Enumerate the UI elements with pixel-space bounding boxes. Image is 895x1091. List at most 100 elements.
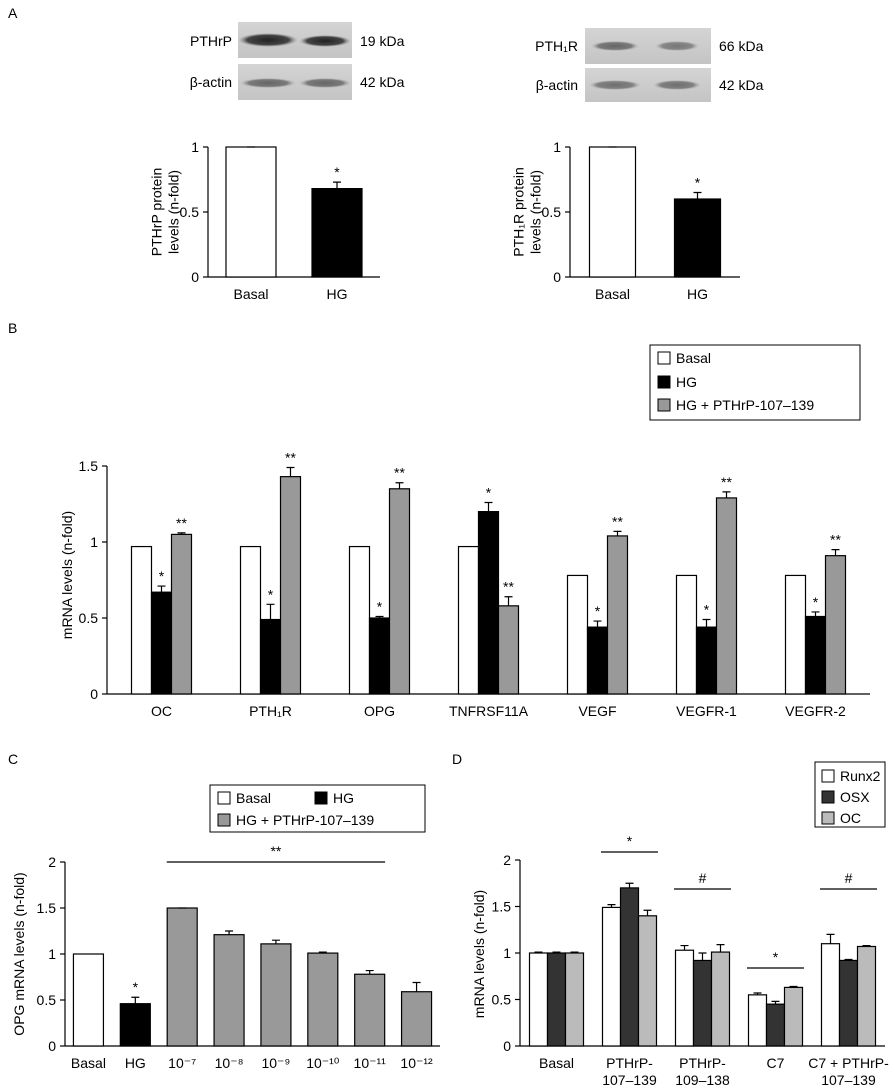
y-tick-label: 0.5 <box>37 992 57 1008</box>
significance-label: ** <box>830 532 841 548</box>
x-tick-label: VEGF <box>578 703 616 719</box>
bar <box>279 476 302 695</box>
bar <box>150 591 173 695</box>
legend-swatch <box>657 398 671 412</box>
bar <box>606 535 629 695</box>
bar <box>566 574 589 695</box>
error-bar <box>716 944 725 953</box>
bar <box>675 574 698 695</box>
error-bar <box>698 952 707 961</box>
legend-swatch <box>314 791 328 805</box>
y-tick-label: 1.5 <box>492 899 512 915</box>
legend-label: HG <box>676 374 697 390</box>
legend-swatch <box>821 811 835 825</box>
x-tick-label: HG <box>687 286 708 302</box>
y-axis-label: PTHrP proteinlevels (n-fold) <box>149 168 182 256</box>
y-tick-label: 0 <box>48 1038 56 1054</box>
x-tick-label: Basal <box>233 286 268 302</box>
bar <box>259 618 282 695</box>
panel-label: C <box>8 751 18 767</box>
y-axis-label: OPG mRNA levels (n-fold) <box>11 872 27 1035</box>
bar <box>477 511 500 695</box>
bar <box>388 488 411 695</box>
legend-swatch <box>657 375 671 389</box>
error-bar <box>722 491 731 498</box>
y-tick-label: 1.5 <box>37 900 57 916</box>
legend-label: HG + PTHrP-107–139 <box>676 397 814 413</box>
bar <box>820 943 841 1047</box>
y-tick-label: 0.5 <box>542 204 562 220</box>
x-tick-label: 10⁻⁷ <box>168 1055 196 1071</box>
bar <box>586 626 609 695</box>
error-bar <box>613 530 622 536</box>
x-tick-label: OPG <box>364 703 395 719</box>
bar <box>673 198 722 278</box>
error-bar <box>607 904 616 908</box>
bar <box>72 953 105 1047</box>
significance-label: * <box>159 568 165 584</box>
bar <box>692 959 713 1047</box>
bar <box>765 1003 786 1047</box>
bar <box>637 915 658 1047</box>
legend-swatch <box>657 351 671 365</box>
blot-size: 42 kDa <box>719 77 764 93</box>
significance-label: * <box>695 175 701 191</box>
bar <box>619 887 640 1047</box>
bar <box>695 626 718 695</box>
panel-label: D <box>452 751 462 767</box>
y-tick-label: 1 <box>503 945 511 961</box>
x-tick-label: C7 <box>767 1055 785 1071</box>
significance-label: * <box>704 602 710 618</box>
significance-label: * <box>813 594 819 610</box>
bar <box>260 943 292 1047</box>
significance-label: ** <box>721 474 732 490</box>
bar <box>368 617 391 695</box>
bar <box>856 945 877 1047</box>
y-tick-label: 1 <box>48 946 56 962</box>
bar <box>715 497 738 695</box>
error-bar <box>771 1000 780 1005</box>
y-tick-label: 1.5 <box>79 458 99 474</box>
y-tick-label: 0 <box>553 269 561 285</box>
significance-label: * <box>334 164 340 180</box>
bracket-label: # <box>845 870 853 886</box>
error-bar <box>826 933 835 944</box>
error-bar <box>593 620 602 628</box>
x-tick-label: OC <box>151 703 172 719</box>
y-tick-label: 2 <box>48 854 56 870</box>
error-bar <box>177 532 186 535</box>
error-bar <box>862 944 871 947</box>
x-tick-label: VEGFR-2 <box>785 703 846 719</box>
y-tick-label: 0.5 <box>79 610 99 626</box>
error-bar <box>552 951 561 953</box>
y-tick-label: 1 <box>191 139 199 155</box>
error-bar <box>375 615 384 618</box>
x-tick-label: HG <box>125 1055 146 1071</box>
bar <box>710 951 731 1047</box>
x-tick-label: PTHrP-109–138 <box>675 1055 730 1088</box>
bar <box>239 545 262 695</box>
x-tick-label: 10⁻¹² <box>400 1055 433 1071</box>
bar <box>166 907 198 1047</box>
bracket-label: * <box>773 949 779 965</box>
error-bar <box>266 603 275 620</box>
error-bar <box>504 596 513 606</box>
panel-label: A <box>8 5 18 21</box>
bar <box>354 973 386 1047</box>
legend-label: Basal <box>236 790 271 806</box>
error-bar <box>831 549 840 556</box>
x-tick-label: VEGFR-1 <box>676 703 737 719</box>
x-tick-label: 10⁻¹¹ <box>354 1055 387 1071</box>
error-bar <box>484 501 493 512</box>
bar <box>588 146 637 278</box>
y-tick-label: 0 <box>191 269 199 285</box>
legend-label: Basal <box>676 350 711 366</box>
blot-size: 19 kDa <box>360 33 405 49</box>
error-bar <box>395 482 404 489</box>
error-bar <box>625 882 634 888</box>
bracket-label: * <box>627 833 633 849</box>
significance-label: * <box>133 979 139 995</box>
error-bar <box>318 951 327 954</box>
y-axis-label: PTH₁R proteinlevels (n-fold) <box>511 167 544 257</box>
